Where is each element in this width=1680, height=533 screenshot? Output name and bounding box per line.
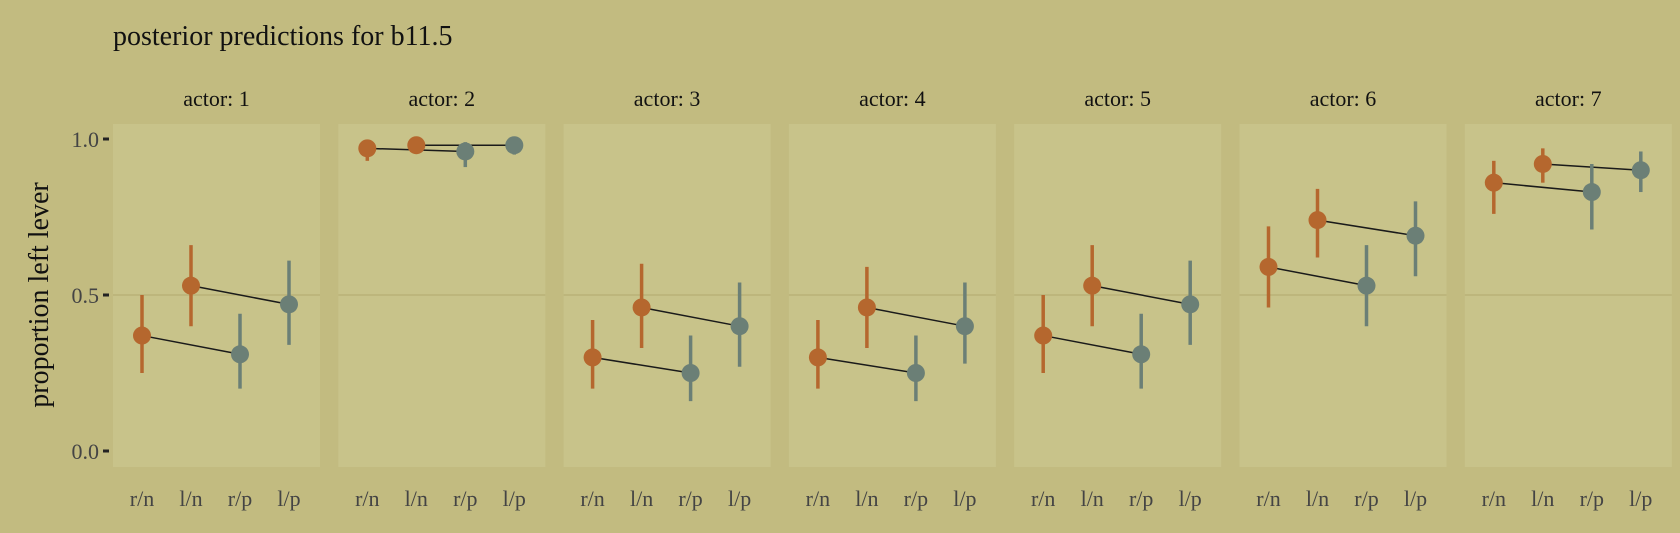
x-tick-label: l/p [953,486,976,511]
point-r/n [1259,257,1278,276]
point-l/n [1308,211,1327,230]
point-r/p [681,364,700,382]
x-tick-label: l/n [1306,486,1329,511]
y-axis-label: proportion left lever [24,182,55,408]
strip-label: actor: 4 [859,86,926,111]
point-l/p [1406,226,1425,245]
x-tick-label: r/p [1580,486,1604,511]
panel-actor-5: actor: 5 r/n l/n r/p l/p [1014,86,1222,511]
point-l/n [407,136,426,155]
point-r/n [583,348,602,367]
point-l/p [1631,161,1650,180]
panel-actor-3: actor: 3 r/n l/n r/p l/p [563,86,771,511]
connector-line [592,356,691,374]
point-l/n [182,276,200,295]
point-l/n [857,298,876,317]
panel-actor-6: actor: 6 r/n l/n r/p l/p [1239,86,1447,511]
point-r/p [1582,183,1601,202]
connector-line [1493,181,1592,193]
x-tick-label: r/n [130,486,154,511]
connector-line [1317,219,1416,237]
connector-line [190,284,290,306]
point-r/p [1132,345,1151,364]
x-tick-label: l/n [855,486,878,511]
point-r/n [133,326,151,345]
x-tick-label: l/n [405,486,428,511]
strip-label: actor: 2 [409,86,476,111]
strip-label: actor: 1 [183,86,250,111]
x-tick-label: l/n [1081,486,1104,511]
point-r/n [1034,326,1053,345]
x-tick-label: r/n [1031,486,1055,511]
point-l/p [1181,295,1200,314]
x-tick-label: r/p [1354,486,1378,511]
point-r/p [456,142,475,161]
connector-line [817,356,917,374]
x-tick-label: r/p [1129,486,1153,511]
point-r/n [1484,173,1503,192]
x-tick-label: r/n [355,486,379,511]
x-tick-label: r/p [904,486,928,511]
x-tick-label: l/p [503,486,526,511]
x-tick-label: l/p [277,486,300,511]
x-tick-label: r/n [1256,486,1280,511]
point-r/n [808,348,827,367]
connector-line [141,334,241,356]
strip-label: actor: 3 [634,86,701,111]
connector-line [641,306,740,327]
x-tick-label: l/p [1404,486,1427,511]
x-tick-label: r/p [678,486,702,511]
connector-line [1268,266,1367,287]
x-tick-label: r/n [806,486,830,511]
point-l/p [505,136,524,155]
strip-label: actor: 5 [1084,86,1151,111]
x-tick-label: r/n [580,486,604,511]
point-l/n [632,298,651,317]
x-tick-label: l/p [1179,486,1202,511]
point-l/p [730,317,749,336]
point-l/n [1533,154,1552,173]
chart-title: posterior predictions for b11.5 [113,21,453,52]
strip-label: actor: 6 [1310,86,1377,111]
x-tick-label: r/p [453,486,477,511]
panel-actor-2: actor: 2 r/n l/n r/p l/p [338,86,546,511]
x-tick-label: l/p [728,486,751,511]
y-tick-label: 1.0 [72,127,100,152]
x-tick-label: l/n [179,486,202,511]
panel-actor-4: actor: 4 r/n l/n r/p l/p [788,86,996,511]
point-l/p [280,295,298,314]
y-tick-label: 0.0 [72,439,100,464]
x-tick-label: l/n [630,486,653,511]
x-tick-label: r/n [1482,486,1506,511]
connector-line [1092,284,1191,306]
point-r/n [358,139,377,158]
point-r/p [906,364,925,382]
strip-label: actor: 7 [1535,86,1602,111]
connector-line [866,306,966,327]
panel-actor-1: actor: 1 r/n l/n r/p l/p [113,86,320,511]
x-tick-label: r/p [228,486,252,511]
point-l/p [955,317,974,336]
point-r/p [231,345,249,364]
point-r/p [1357,276,1376,295]
connector-line [1043,334,1142,356]
x-tick-label: l/n [1531,486,1554,511]
panel-actor-7: actor: 7 r/n l/n r/p l/p [1464,86,1672,511]
point-l/n [1083,276,1102,295]
x-tick-label: l/p [1629,486,1652,511]
y-tick-label: 0.5 [72,283,100,308]
